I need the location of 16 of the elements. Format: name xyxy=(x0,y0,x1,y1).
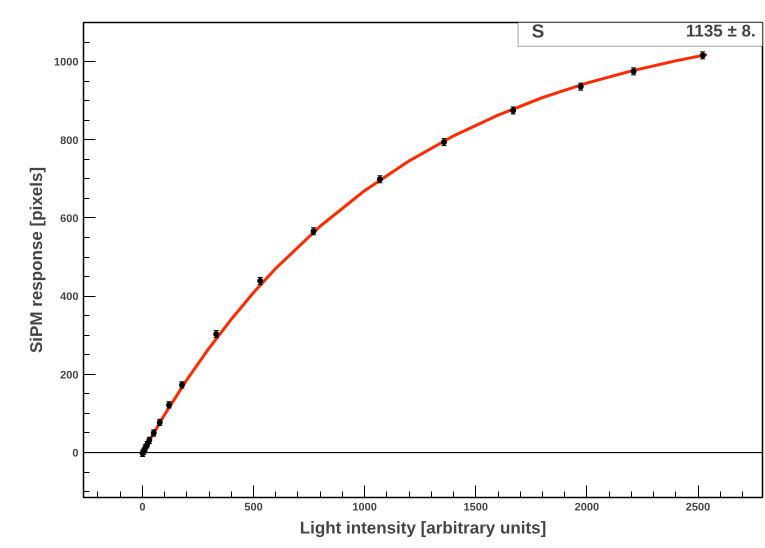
x-tick-label: 0 xyxy=(139,502,146,514)
annotation: 1135 ± 8. xyxy=(686,22,756,41)
x-tick-label: 2500 xyxy=(686,502,710,514)
y-axis-title: SiPM response [pixels] xyxy=(27,166,46,354)
x-tick-label: 1500 xyxy=(464,502,488,514)
y-tick-label: 400 xyxy=(60,291,79,304)
x-axis-title: Light intensity [arbitrary units] xyxy=(300,518,546,538)
y-tick-label: 1000 xyxy=(54,56,79,69)
x-tick-label: 1000 xyxy=(352,502,377,514)
x-tick-label: 2000 xyxy=(574,502,600,514)
annotation: S xyxy=(532,21,544,42)
y-tick-label: 0 xyxy=(72,448,79,460)
y-tick-label: 800 xyxy=(60,134,79,147)
x-tick-label: 500 xyxy=(244,502,263,514)
y-tick-label: 200 xyxy=(60,369,79,382)
y-tick-label: 600 xyxy=(60,212,79,225)
